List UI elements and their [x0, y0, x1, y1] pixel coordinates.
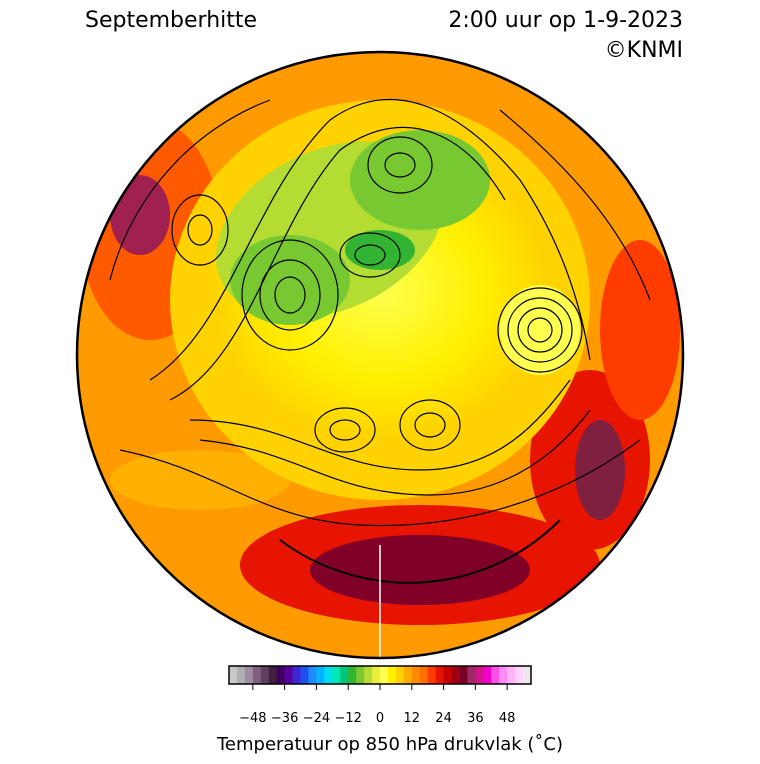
colorbar-swatch [244, 666, 254, 684]
colorbar-swatch [523, 666, 532, 684]
colorbar-tick-label: 48 [499, 711, 516, 726]
colorbar-tick-label: 24 [435, 711, 452, 726]
colorbar-swatch [276, 666, 286, 684]
colorbar-swatch [395, 666, 405, 684]
colorbar-swatch [475, 666, 484, 684]
title: Septemberhitte [85, 8, 257, 33]
colorbar-tick-label: 12 [404, 711, 421, 726]
colorbar-swatch [435, 666, 444, 684]
colorbar-swatch [268, 666, 278, 684]
colorbar: −48 −36 −24 −12 0 12 24 36 48 [228, 665, 532, 726]
colorbar-swatch [316, 666, 325, 684]
colorbar-swatch [364, 666, 373, 684]
colorbar-swatch [356, 666, 365, 684]
colorbar-swatch [308, 666, 317, 684]
colorbar-swatch [499, 666, 508, 684]
colorbar-swatch [507, 666, 516, 684]
colorbar-swatch [491, 666, 500, 684]
colorbar-swatch [372, 666, 381, 684]
colorbar-swatch [427, 666, 437, 684]
colorbar-swatch [419, 666, 429, 684]
colorbar-swatch [260, 666, 270, 684]
colorbar-swatch [459, 666, 468, 684]
colorbar-swatch [324, 666, 333, 684]
colorbar-swatch [252, 666, 262, 684]
colorbar-tick-label: −24 [303, 711, 330, 726]
colorbar-swatch [348, 666, 357, 684]
colorbar-tick-label: −48 [239, 711, 266, 726]
colorbar-swatch [300, 666, 309, 684]
colorbar-swatch [403, 666, 413, 684]
globe-outline [75, 50, 685, 660]
colorbar-swatch [380, 666, 389, 684]
colorbar-tick-label: 36 [467, 711, 484, 726]
globe [77, 52, 683, 658]
colorbar-swatch [284, 666, 293, 684]
colorbar-swatch [332, 666, 341, 684]
colorbar-swatch [451, 666, 460, 684]
colorbar-swatch [515, 666, 524, 684]
colorbar-swatch [236, 666, 246, 684]
colorbar-swatch [443, 666, 452, 684]
colorbar-tick-label: 0 [376, 711, 384, 726]
colorbar-swatch [387, 666, 397, 684]
colorbar-swatch [483, 666, 492, 684]
colorbar-swatch [292, 666, 301, 684]
colorbar-swatch [229, 666, 238, 684]
colorbar-swatch [467, 666, 476, 684]
colorbar-swatch [340, 666, 349, 684]
colorbar-label: Temperatuur op 850 hPa drukvlak (˚C) [216, 734, 563, 755]
colorbar-tick-label: −36 [271, 711, 298, 726]
credit: ©KNMI [605, 38, 683, 63]
timestamp: 2:00 uur op 1-9-2023 [448, 8, 683, 33]
colorbar-tick-label: −12 [334, 711, 361, 726]
colorbar-swatch [411, 666, 421, 684]
